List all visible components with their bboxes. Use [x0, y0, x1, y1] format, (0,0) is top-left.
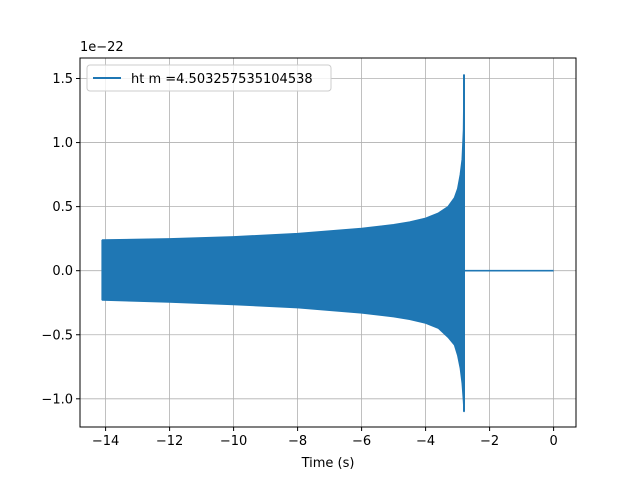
x-tick-label: −12 — [156, 434, 183, 449]
x-tick-label: −8 — [288, 434, 307, 449]
y-tick-label: −0.5 — [41, 328, 73, 343]
x-tick-label: 0 — [549, 434, 557, 449]
axes-frame — [79, 57, 577, 428]
y-tick-label: 1.5 — [52, 72, 73, 87]
ticks: −14 −12 −10 −8 −6 −4 −2 0 −1.0 −0.5 0.0 0.5 1.0 1.5 — [41, 72, 557, 449]
legend-box — [86, 64, 332, 92]
x-tick-label: −4 — [416, 434, 435, 449]
y-tick-label: 0.5 — [52, 200, 73, 215]
x-axis-label: Time (s) — [301, 456, 355, 471]
y-tick-label: 0.0 — [52, 264, 73, 279]
x-tick-label: −10 — [220, 434, 247, 449]
y-tick-label: −1.0 — [41, 392, 73, 407]
legend-entry-label: ht m =4.503257535104538 — [131, 72, 313, 87]
x-tick-label: −14 — [92, 434, 119, 449]
x-tick-label: −2 — [480, 434, 499, 449]
data-area — [101, 74, 554, 413]
legend: ht m =4.503257535104538 — [86, 64, 332, 92]
x-tick-label: −6 — [352, 434, 371, 449]
y-offset-label: 1e−22 — [80, 40, 124, 55]
y-tick-label: 1.0 — [52, 136, 73, 151]
